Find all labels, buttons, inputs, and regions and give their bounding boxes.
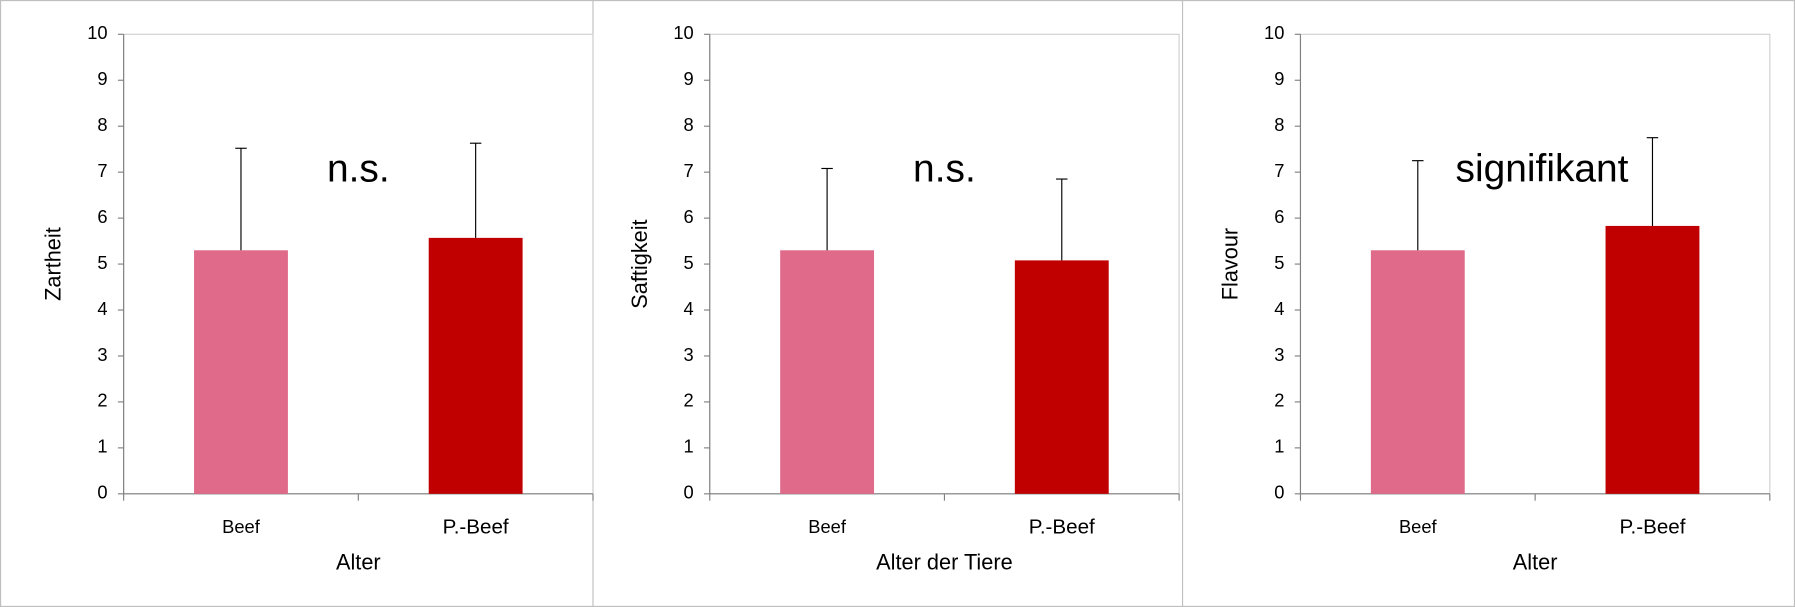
y-tick-label: 2 bbox=[684, 390, 694, 411]
y-tick-label: 5 bbox=[1274, 252, 1284, 273]
bar bbox=[194, 250, 288, 494]
y-tick-label: 1 bbox=[684, 436, 694, 457]
y-tick-label: 9 bbox=[97, 68, 107, 89]
y-tick-label: 8 bbox=[684, 114, 694, 135]
y-tick-label: 3 bbox=[684, 344, 694, 365]
bar bbox=[1014, 260, 1109, 494]
y-tick-label: 7 bbox=[97, 160, 107, 181]
x-tick-label: Beef bbox=[808, 516, 847, 537]
y-tick-label: 3 bbox=[97, 344, 107, 365]
y-tick-label: 0 bbox=[684, 482, 694, 503]
annotation: n.s. bbox=[913, 148, 976, 191]
y-tick-label: 9 bbox=[1274, 68, 1284, 89]
y-tick-label: 7 bbox=[1274, 160, 1284, 181]
bar bbox=[780, 250, 875, 494]
y-tick-label: 1 bbox=[97, 436, 107, 457]
y-tick-label: 8 bbox=[1274, 114, 1284, 135]
x-tick-label: P.-Beef bbox=[1619, 516, 1685, 539]
x-tick-label: Beef bbox=[1399, 516, 1438, 537]
y-tick-label: 6 bbox=[1274, 206, 1284, 227]
y-tick-label: 4 bbox=[97, 298, 107, 319]
y-tick-label: 2 bbox=[97, 390, 107, 411]
bar bbox=[1605, 225, 1700, 494]
annotation: n.s. bbox=[327, 148, 390, 191]
x-axis-label: Alter bbox=[336, 549, 381, 574]
y-axis-label: Flavour bbox=[1217, 228, 1242, 300]
annotation: signifikant bbox=[1456, 148, 1629, 191]
y-tick-label: 1 bbox=[1274, 436, 1284, 457]
y-tick-label: 8 bbox=[97, 114, 107, 135]
y-tick-label: 10 bbox=[1264, 22, 1284, 43]
y-tick-label: 9 bbox=[684, 68, 694, 89]
y-axis-label: Saftigkeit bbox=[627, 219, 652, 308]
y-tick-label: 4 bbox=[684, 298, 694, 319]
y-axis-label: Zartheit bbox=[41, 227, 66, 301]
y-tick-label: 10 bbox=[673, 22, 693, 43]
x-tick-label: P.-Beef bbox=[1029, 516, 1095, 539]
x-tick-label: Beef bbox=[222, 516, 261, 537]
y-tick-label: 3 bbox=[1274, 344, 1284, 365]
bar bbox=[1370, 250, 1465, 494]
y-tick-label: 2 bbox=[1274, 390, 1284, 411]
y-tick-label: 5 bbox=[684, 252, 694, 273]
y-tick-label: 10 bbox=[87, 22, 107, 43]
y-tick-label: 5 bbox=[97, 252, 107, 273]
y-tick-label: 0 bbox=[97, 482, 107, 503]
y-tick-label: 4 bbox=[1274, 298, 1284, 319]
y-tick-label: 6 bbox=[684, 206, 694, 227]
bar bbox=[428, 237, 523, 494]
x-tick-label: P.-Beef bbox=[443, 516, 509, 539]
y-tick-label: 7 bbox=[684, 160, 694, 181]
y-tick-label: 0 bbox=[1274, 482, 1284, 503]
x-axis-label: Alter der Tiere bbox=[876, 549, 1013, 574]
x-axis-label: Alter bbox=[1513, 549, 1558, 574]
y-tick-label: 6 bbox=[97, 206, 107, 227]
